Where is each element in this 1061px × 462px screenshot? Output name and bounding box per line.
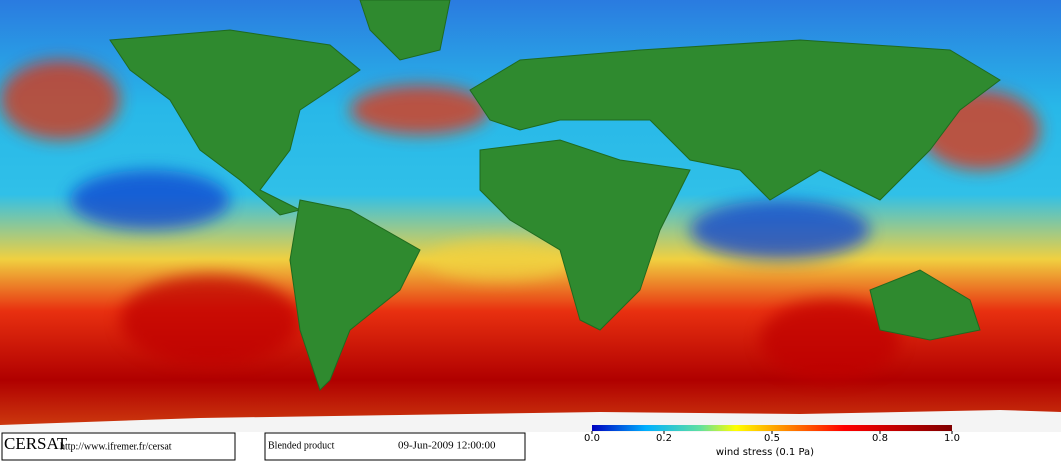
colorbar-tick-label: 1.0	[944, 433, 960, 444]
colorbar-tick-label: 0.5	[764, 433, 780, 444]
colorbar-tick-label: 0.0	[584, 433, 600, 444]
greenland	[359, 0, 451, 61]
date: 09-Jun-2009 12:00:00	[398, 440, 496, 452]
wind-patterns	[0, 60, 1040, 380]
url: http://www.ifremer.fr/cersat	[60, 441, 172, 452]
colorbar-tick-label: 0.8	[872, 433, 888, 444]
logo-box	[1, 432, 236, 461]
product: Blended product	[268, 440, 335, 451]
product-box	[264, 432, 526, 461]
africa	[479, 139, 691, 331]
colorbar-tick-label: 0.2	[656, 433, 672, 444]
logo: CERSAT	[4, 434, 68, 453]
north-america	[109, 29, 361, 216]
colorbar	[592, 425, 952, 431]
map	[0, 0, 1061, 432]
australia	[869, 269, 981, 341]
eurasia	[469, 39, 1001, 201]
south-america	[289, 199, 421, 391]
colorbar-label: wind stress (0.1 Pa)	[716, 447, 814, 458]
